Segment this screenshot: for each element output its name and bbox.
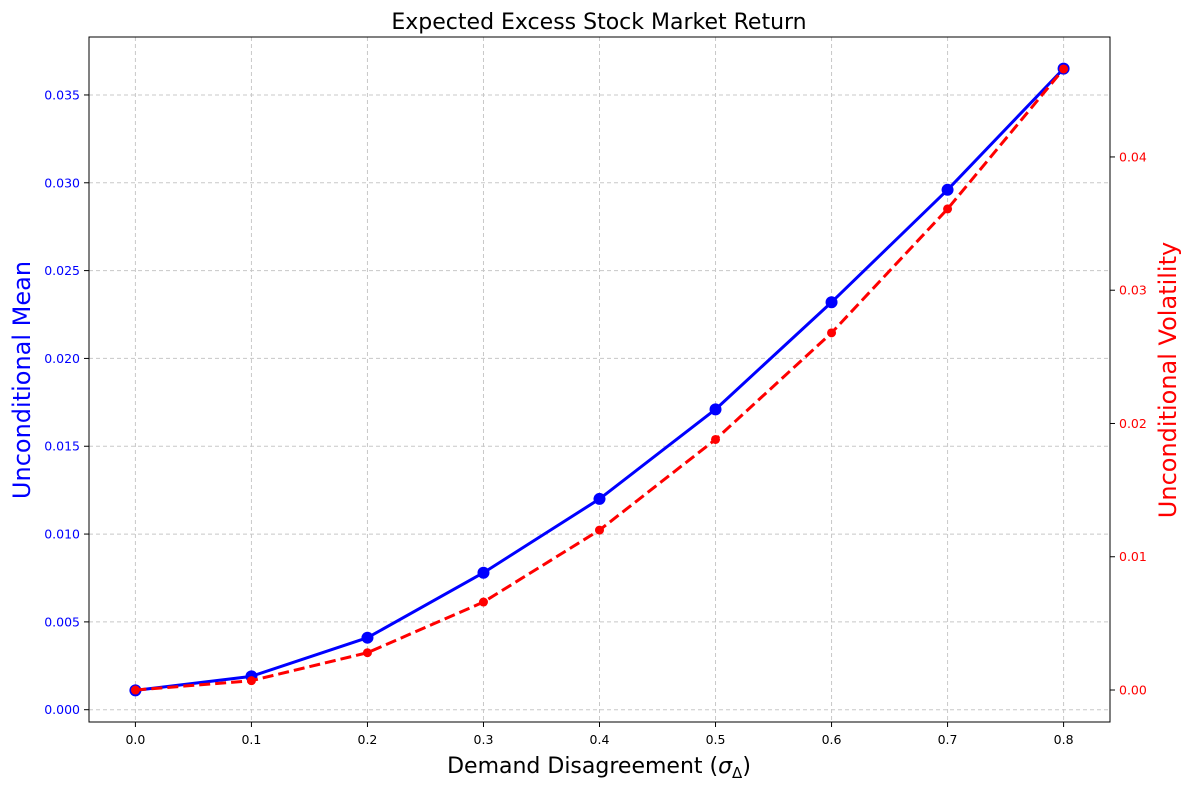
left-y-tick-label: 0.015 (44, 439, 80, 454)
left-y-tick-label: 0.030 (44, 175, 80, 190)
volatility-point (943, 204, 953, 214)
left-y-axis-label: Unconditional Mean (8, 261, 36, 499)
x-tick-label: 0.8 (1054, 732, 1074, 747)
x-tick-label: 0.0 (125, 732, 145, 747)
mean-point (825, 296, 838, 309)
x-tick-label: 0.3 (474, 732, 494, 747)
volatility-point (711, 434, 721, 444)
left-y-tick-label: 0.035 (44, 87, 80, 102)
volatility-point (595, 525, 604, 535)
volatility-point (1059, 64, 1069, 74)
x-axis-ticks: 0.0 0.1 0.2 0.3 0.4 0.5 0.6 0.7 0.8 (125, 722, 1074, 747)
left-y-tick-label: 0.010 (44, 527, 80, 542)
x-tick-label: 0.7 (938, 732, 958, 747)
volatility-point (130, 685, 140, 695)
x-tick-label: 0.6 (822, 732, 842, 747)
volatility-series-line (135, 68, 1065, 692)
mean-point (477, 566, 490, 579)
right-y-axis-label: Unconditional Volatility (1154, 242, 1182, 518)
series-layer (129, 62, 1070, 697)
volatility-point (478, 597, 488, 607)
right-y-tick-label: 0.04 (1119, 149, 1147, 164)
x-axis-label: Demand Disagreement (σΔ) (447, 754, 751, 782)
right-y-axis-ticks: 0.00 0.01 0.02 0.03 0.04 (1110, 149, 1147, 698)
right-y-tick-label: 0.03 (1119, 283, 1147, 298)
right-y-tick-label: 0.01 (1119, 549, 1147, 564)
volatility-point (246, 676, 256, 686)
left-y-tick-label: 0.025 (44, 263, 80, 278)
x-tick-label: 0.2 (358, 732, 378, 747)
volatility-point (827, 328, 837, 338)
x-tick-label: 0.1 (241, 732, 261, 747)
mean-point (941, 183, 954, 196)
x-tick-label: 0.5 (706, 732, 726, 747)
mean-point (709, 403, 722, 416)
x-tick-label: 0.4 (590, 732, 610, 747)
right-y-tick-label: 0.02 (1119, 416, 1147, 431)
grid-layer (89, 37, 1110, 722)
left-y-axis-ticks: 0.000 0.005 0.010 0.015 0.020 0.025 0.030 0.035 (44, 87, 89, 717)
mean-point (361, 631, 374, 644)
left-y-tick-label: 0.000 (44, 702, 80, 717)
mean-point (593, 492, 606, 505)
left-y-tick-label: 0.005 (44, 614, 80, 629)
right-y-tick-label: 0.00 (1119, 683, 1147, 698)
chart-title: Expected Excess Stock Market Return (391, 10, 806, 35)
left-y-tick-label: 0.020 (44, 351, 80, 366)
volatility-point (362, 648, 372, 658)
